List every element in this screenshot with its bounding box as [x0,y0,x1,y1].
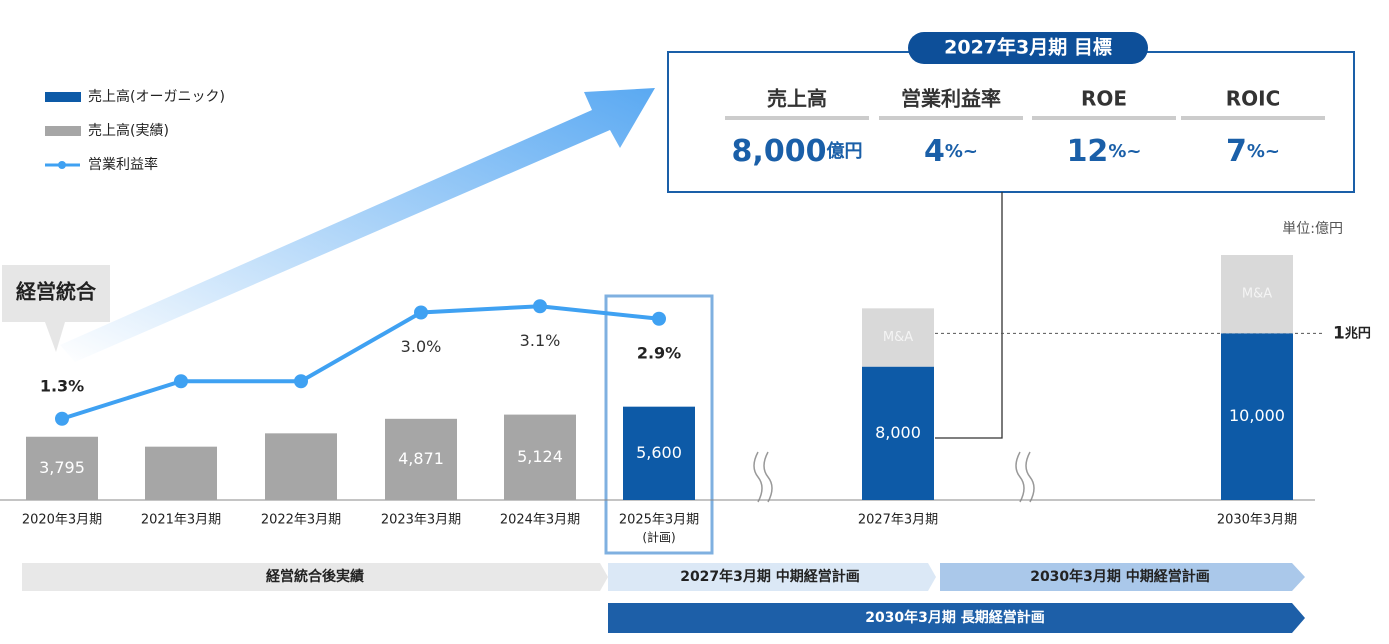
target-value: 7%~ [1226,134,1280,169]
legend-swatch [45,126,81,136]
unit-note: 単位:億円 [1282,221,1343,237]
legend-swatch [45,92,81,102]
target-label: 売上高 [767,87,827,111]
bar-value-label: 10,000 [1229,406,1285,425]
target-value-number: 8,000 [732,134,827,169]
target-label: ROE [1081,87,1127,111]
phase-label: 2027年3月期 中期経営計画 [680,568,860,585]
reference-label-number: 1 [1333,323,1345,343]
connector [935,192,1003,439]
target-box [667,51,1355,193]
x-tick-label: 2023年3月期 [381,513,461,528]
bar [623,406,695,500]
x-tick-note: (計画) [642,530,675,545]
bar [385,418,457,500]
legend-label: 売上高(オーガニック) [88,88,225,105]
bar [504,414,576,500]
target-value: 4%~ [924,134,978,169]
legend-label: 売上高(実績) [88,122,169,139]
line-point [294,374,308,389]
bar [1221,255,1293,334]
target-title: 2027年3月期 目標 [944,36,1112,59]
target-title-pill [908,32,1148,64]
line-point [652,311,666,326]
line-value-label: 3.1% [520,331,561,350]
bar [1221,333,1293,500]
phase-label: 経営統合後実績 [266,568,364,585]
target-value-number: 7 [1226,134,1247,169]
bar [862,308,934,367]
x-tick-label: 2030年3月期 [1217,513,1297,528]
bar-value-label: 5,600 [636,443,682,462]
callout-box [2,265,110,322]
callout-pointer [45,322,65,352]
line-point [174,374,188,389]
bar [145,446,217,500]
callout: 経営統合 [16,280,97,304]
bar [265,433,337,500]
phase-arrow [608,603,1305,633]
target-value-unit: 億円 [826,140,862,162]
target-label: 営業利益率 [901,87,1001,111]
bar-value-label: 8,000 [875,423,921,442]
line-point [533,299,547,314]
target-value-unit: %~ [945,141,978,162]
bar-value-label: 5,124 [517,447,563,466]
bar [26,436,98,500]
line-value-label: 3.0% [401,337,442,356]
x-tick-label: 2022年3月期 [261,513,341,528]
legend-dot [58,161,66,169]
bar-value-label: 3,795 [39,458,85,477]
bar-value-label: 4,871 [398,449,444,468]
segment-label: M&A [883,330,913,345]
growth-arrow [60,88,655,362]
target-label: ROIC [1226,87,1281,111]
reference-label-unit: 兆円 [1345,325,1371,341]
x-tick-label: 2025年3月期 [619,513,699,528]
target-value-number: 12 [1067,134,1109,169]
legend-label: 営業利益率 [88,156,158,173]
line-point [55,411,69,426]
x-tick-label: 2024年3月期 [500,513,580,528]
bar [862,366,934,500]
x-tick-label: 2021年3月期 [141,513,221,528]
axis-breaks [753,451,1035,503]
phase-label: 2030年3月期 長期経営計画 [865,609,1045,626]
phase-label: 2030年3月期 中期経営計画 [1030,568,1210,585]
reference-label: 1兆円 [1333,323,1371,343]
phase-arrow [940,563,1305,591]
line-series [61,304,660,421]
target-value: 12%~ [1067,134,1142,169]
highlight-box [604,294,714,555]
phase-arrow [22,563,608,591]
target-value-unit: %~ [1108,141,1141,162]
segment-label: M&A [1242,287,1272,302]
line-value-label: 1.3% [40,376,84,395]
target-value: 8,000億円 [732,134,863,169]
x-tick-label: 2020年3月期 [22,513,102,528]
line-value-label: 2.9% [637,343,681,362]
phase-arrow [608,563,936,591]
line-point [414,305,428,320]
target-value-number: 4 [924,134,945,169]
x-tick-label: 2027年3月期 [858,513,938,528]
target-value-unit: %~ [1247,141,1280,162]
